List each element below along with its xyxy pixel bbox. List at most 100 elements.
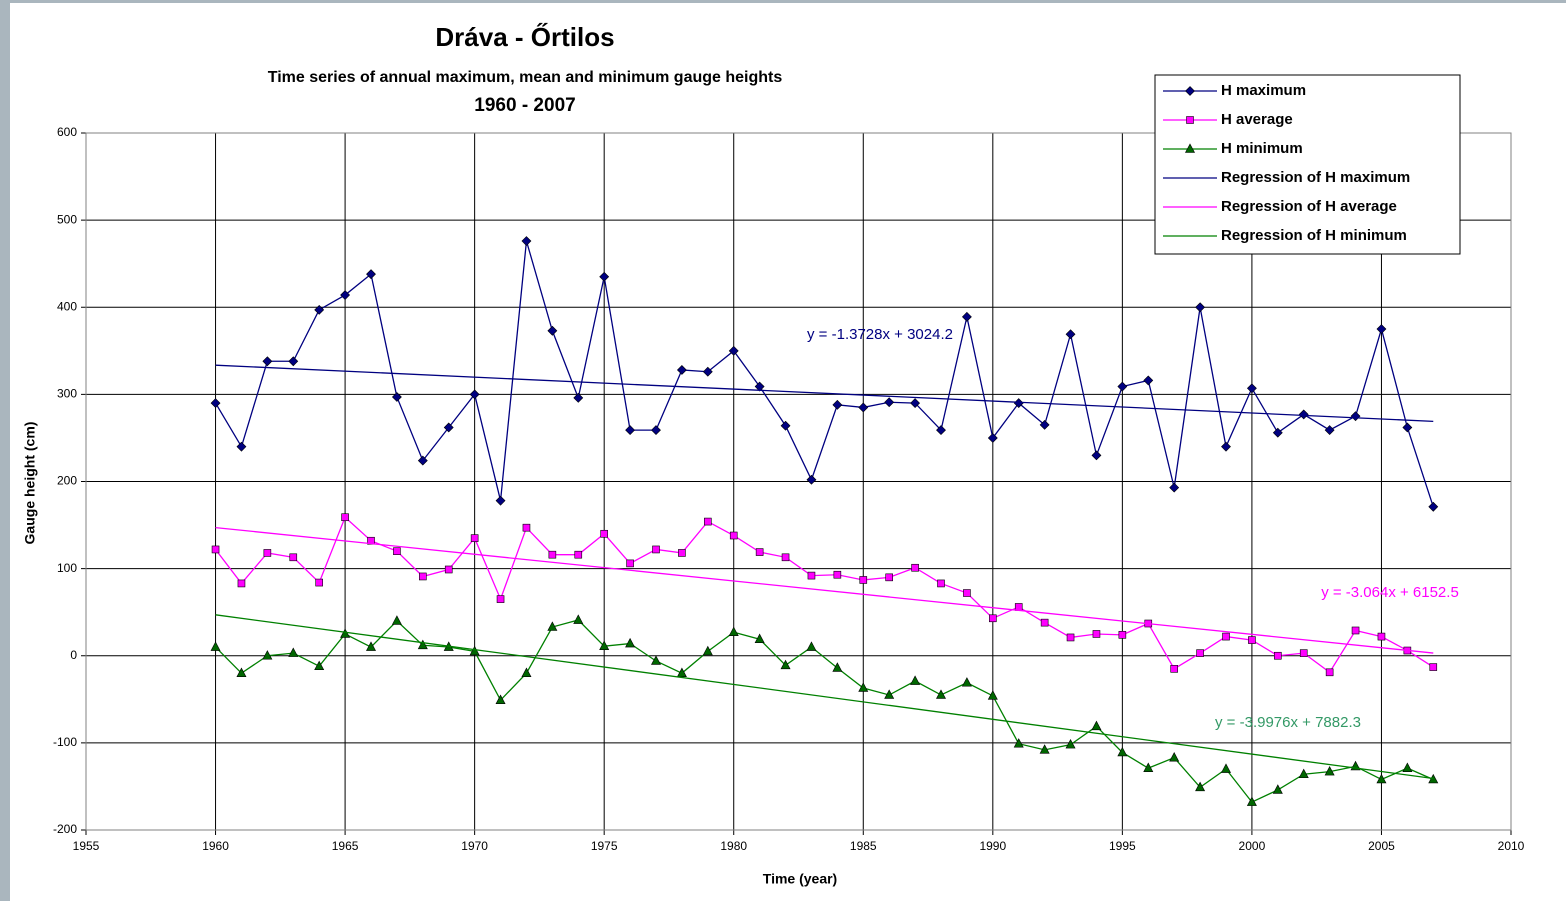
point	[1325, 668, 1334, 677]
point	[443, 422, 454, 433]
chart-subtitle: Time series of annual maximum, mean and …	[268, 69, 783, 86]
point	[910, 398, 921, 409]
point	[1274, 651, 1282, 660]
point	[262, 650, 273, 660]
point	[288, 647, 299, 657]
y-tick-label: 100	[57, 561, 77, 575]
point	[1351, 626, 1360, 635]
point	[1272, 784, 1283, 794]
x-tick-label: 1990	[979, 839, 1006, 853]
point	[366, 269, 376, 280]
point	[704, 517, 712, 526]
legend-label: H maximum	[1221, 82, 1306, 99]
y-tick-label: -200	[53, 822, 77, 836]
point	[1196, 649, 1204, 657]
series-line	[215, 619, 1434, 803]
point	[625, 425, 636, 436]
point	[469, 389, 480, 400]
x-tick-label: 2005	[1368, 839, 1395, 853]
point	[1222, 632, 1230, 641]
point	[340, 628, 351, 638]
point	[1092, 630, 1101, 638]
chart-title: Dráva - Őrtilos	[435, 22, 614, 52]
point	[315, 578, 323, 587]
point	[961, 311, 972, 322]
x-tick-label: 1960	[202, 839, 229, 853]
point	[391, 392, 402, 402]
point	[987, 690, 998, 700]
point	[236, 667, 247, 677]
point	[599, 640, 610, 650]
point	[858, 682, 869, 692]
point	[1429, 663, 1438, 671]
point	[987, 433, 998, 443]
y-tick-label: 300	[57, 387, 77, 401]
point	[678, 549, 686, 557]
point	[1272, 427, 1283, 438]
point	[1324, 425, 1335, 436]
point	[1065, 329, 1076, 340]
point	[1091, 450, 1102, 461]
series-line	[215, 526, 1434, 654]
point	[366, 641, 376, 651]
point	[1350, 411, 1361, 422]
point	[728, 626, 739, 637]
point	[885, 573, 893, 582]
point	[444, 565, 453, 574]
y-tick-label: 600	[57, 125, 77, 139]
point	[547, 325, 558, 336]
point	[780, 659, 791, 670]
point	[469, 645, 480, 656]
point	[806, 641, 817, 651]
point	[806, 474, 817, 485]
point	[236, 441, 247, 452]
point	[937, 579, 945, 588]
point	[1169, 752, 1180, 762]
series-line	[215, 614, 1434, 780]
point	[496, 595, 505, 603]
annotation: y = -1.3728x + 3024.2	[807, 326, 953, 343]
point	[1039, 419, 1050, 430]
point	[1143, 375, 1154, 386]
point	[728, 345, 739, 356]
annotation: y = -3.9976x + 7882.3	[1215, 714, 1361, 731]
point	[314, 660, 325, 671]
point	[548, 550, 557, 559]
point	[807, 571, 816, 580]
point	[314, 304, 325, 315]
legend-marker	[1186, 116, 1194, 124]
point	[289, 553, 298, 562]
point	[1117, 746, 1128, 757]
point	[1221, 763, 1231, 773]
point	[1246, 796, 1257, 806]
point	[210, 641, 221, 651]
point	[780, 420, 791, 431]
legend-marker	[1185, 143, 1195, 153]
point	[1066, 633, 1075, 642]
point	[858, 402, 869, 413]
point	[521, 667, 532, 677]
series-line	[215, 516, 1434, 674]
point	[754, 633, 765, 643]
point	[547, 621, 558, 631]
point	[833, 570, 842, 579]
point	[600, 529, 608, 538]
point	[419, 572, 427, 581]
point	[676, 667, 687, 677]
point	[210, 398, 221, 409]
point	[884, 397, 895, 408]
y-tick-label: 500	[57, 212, 77, 226]
point	[652, 545, 660, 554]
point	[1195, 781, 1206, 792]
point	[1039, 744, 1050, 754]
point	[676, 365, 687, 375]
point	[391, 615, 402, 625]
point	[1013, 738, 1024, 748]
x-axis-label: Time (year)	[763, 871, 837, 887]
point	[417, 639, 428, 650]
legend-label: H average	[1221, 111, 1293, 128]
point	[1169, 482, 1180, 493]
plot-border	[85, 132, 1512, 831]
point	[1221, 441, 1231, 452]
legend-label: H minimum	[1221, 140, 1303, 157]
